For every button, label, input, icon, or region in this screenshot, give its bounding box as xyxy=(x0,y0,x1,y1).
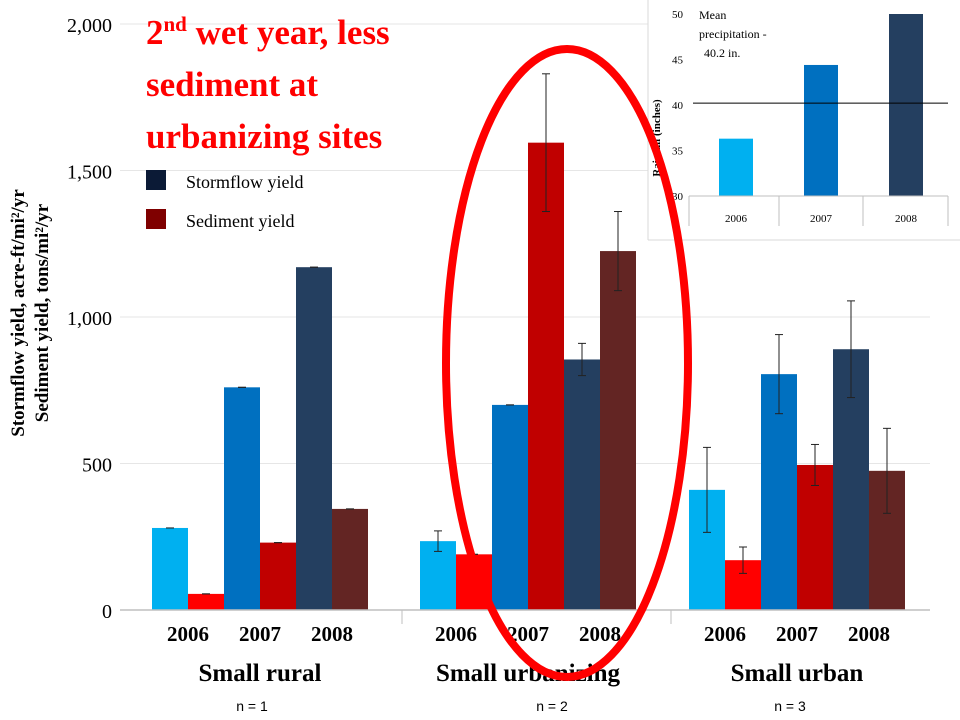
main-y-tick-label: 1,500 xyxy=(67,162,112,184)
inset-x-axis: 2006 2007 2008 xyxy=(688,195,949,226)
headline-line3: urbanizing sites xyxy=(146,117,382,156)
bar-2006-sediment xyxy=(188,593,224,610)
headline: 2nd wet year, less sediment at urbanizin… xyxy=(146,12,390,156)
main-error-bars xyxy=(166,73,891,595)
main-group-labels: Small rural Small urbanizing Small urban xyxy=(199,660,864,687)
sample-size-urbanizing: n = 2 xyxy=(536,698,568,714)
main-y-tick-label: 500 xyxy=(82,455,112,477)
inset-y-tick-labels: 30 35 40 45 50 xyxy=(672,9,684,203)
year-label-2008: 2008 xyxy=(848,622,890,646)
mean-label-line3: 40.2 in. xyxy=(704,46,740,60)
main-y-tick-labels: 0 500 1,000 1,500 2,000 xyxy=(67,15,112,623)
bar-2007-sediment xyxy=(528,142,564,611)
inset-bar-2006 xyxy=(719,138,753,196)
sample-size-urban: n = 3 xyxy=(774,698,806,714)
main-x-axis: 2006 2007 2008 2006 2007 2008 2006 2007 2008 xyxy=(120,609,930,646)
bar-2008-sediment xyxy=(600,251,636,610)
highlight-ellipse xyxy=(442,45,692,681)
inset-y-tick-label: 30 xyxy=(672,191,684,203)
bar-2007-sediment xyxy=(797,464,833,610)
bar-2006-stormflow xyxy=(152,527,188,610)
legend-label-sediment: Sediment yield xyxy=(186,211,294,231)
group-label: Small urban xyxy=(731,660,864,687)
legend-swatch-sediment xyxy=(146,209,166,229)
headline-line2: sediment at xyxy=(146,65,318,104)
main-bar-chart: 0 500 1,000 1,500 2,000 2006 2007 2008 2006 2007… xyxy=(8,15,930,687)
y-axis-title-line2: Sediment yield, tons/mi²/yr xyxy=(32,203,53,422)
mean-label-line2: precipitation - xyxy=(699,27,767,41)
bar-2008-sediment xyxy=(332,508,368,610)
legend-label-stormflow: Stormflow yield xyxy=(186,172,304,192)
inset-y-tick-label: 40 xyxy=(672,100,684,112)
year-label-2007: 2007 xyxy=(776,622,818,646)
inset-y-tick-label: 50 xyxy=(672,9,684,21)
sample-size-rural: n = 1 xyxy=(236,698,268,714)
bar-2007-sediment xyxy=(260,542,296,610)
mean-label-line1: Mean xyxy=(699,8,726,22)
legend-swatch-stormflow xyxy=(146,170,166,190)
year-label-2006: 2006 xyxy=(167,622,209,646)
inset-category-label: 2006 xyxy=(725,213,748,225)
year-label-2008: 2008 xyxy=(311,622,353,646)
inset-category-label: 2008 xyxy=(895,213,918,225)
bar-2006-stormflow xyxy=(420,541,456,610)
inset-category-label: 2007 xyxy=(810,213,833,225)
sample-size-labels: n = 1 n = 2 n = 3 xyxy=(236,698,806,714)
year-label-2006: 2006 xyxy=(435,622,477,646)
bar-2007-stormflow xyxy=(492,404,528,610)
bar-2007-stormflow xyxy=(224,387,260,610)
inset-y-tick-label: 45 xyxy=(672,55,684,67)
main-bars xyxy=(152,142,905,611)
bar-2008-stormflow xyxy=(564,359,600,610)
inset-bar-2008 xyxy=(889,14,923,196)
group-label: Small rural xyxy=(199,660,322,687)
main-y-tick-label: 1,000 xyxy=(67,308,112,330)
legend: Stormflow yield Sediment yield xyxy=(146,170,304,231)
main-y-tick-label: 0 xyxy=(102,601,112,623)
inset-y-tick-label: 35 xyxy=(672,146,684,158)
bar-2008-stormflow xyxy=(296,267,332,610)
inset-bars xyxy=(719,14,923,197)
headline-line1: 2nd wet year, less xyxy=(146,12,390,52)
year-label-2006: 2006 xyxy=(704,622,746,646)
y-axis-title-line1: Stormflow yield, acre-ft/mi²/yr xyxy=(8,189,29,437)
year-label-2007: 2007 xyxy=(239,622,281,646)
main-y-tick-label: 2,000 xyxy=(67,15,112,37)
year-label-2008: 2008 xyxy=(579,622,621,646)
inset-bar-2007 xyxy=(804,64,838,197)
